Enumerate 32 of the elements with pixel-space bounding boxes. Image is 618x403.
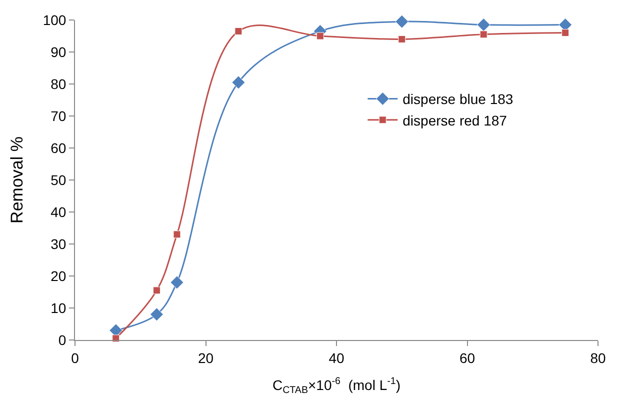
point — [316, 32, 324, 40]
point — [395, 14, 409, 28]
x-axis-title: C$_{CTAB}$×10$^{-6}$ (mol L$^{-1}$) — [272, 376, 401, 396]
y-tick-label: 30 — [50, 236, 66, 252]
point — [152, 286, 160, 294]
y-tick-label: 50 — [50, 172, 66, 188]
y-axis-title: Removal % — [7, 136, 26, 224]
x-tick-label: 0 — [71, 350, 80, 366]
legend-label: disperse blue 183 — [402, 91, 514, 108]
point — [398, 35, 406, 43]
y-tick-label: 70 — [50, 108, 66, 124]
legend-label: disperse red 187 — [402, 112, 508, 128]
y-tick-label: 20 — [50, 268, 66, 284]
x-tick-label: 20 — [198, 350, 214, 366]
y-tick-label: 100 — [42, 12, 66, 28]
y-tick-label: 40 — [50, 204, 66, 220]
y-tick-label: 10 — [50, 300, 66, 316]
point — [234, 27, 242, 35]
x-tick-label: 40 — [328, 350, 344, 366]
y-tick-label: 0 — [58, 332, 66, 348]
point — [173, 230, 181, 238]
x-tick-label: 80 — [590, 350, 606, 366]
x-tick-label: 60 — [459, 350, 476, 366]
point — [170, 276, 184, 290]
y-tick-label: 80 — [50, 76, 66, 92]
point — [150, 308, 164, 322]
y-tick-label: 90 — [50, 44, 66, 60]
point — [476, 18, 490, 32]
y-tick-label: 60 — [50, 140, 66, 156]
point — [562, 29, 570, 37]
point — [232, 76, 246, 90]
point — [480, 30, 488, 38]
